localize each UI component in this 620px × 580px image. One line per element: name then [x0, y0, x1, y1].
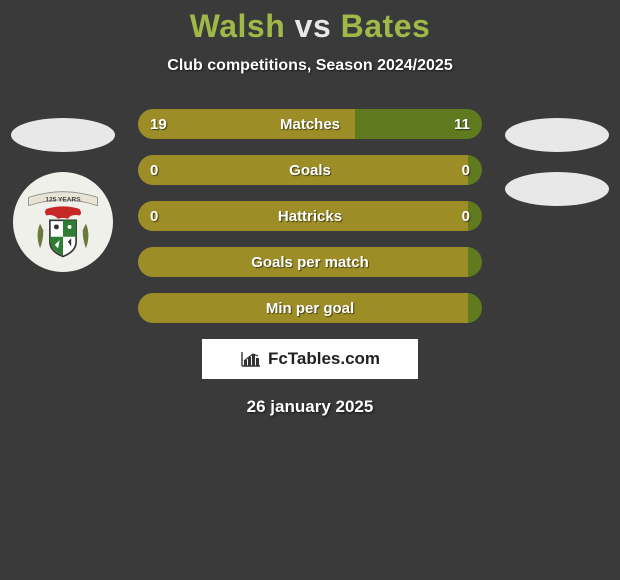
player1-side: 125 YEARS — [8, 118, 118, 272]
stat-bar-left — [138, 247, 468, 277]
stat-row: Hattricks00 — [138, 201, 482, 231]
stat-row: Goals00 — [138, 155, 482, 185]
stat-value-right — [458, 293, 482, 323]
subtitle: Club competitions, Season 2024/2025 — [0, 57, 620, 75]
stat-row: Min per goal — [138, 293, 482, 323]
stat-bar-left — [138, 201, 468, 231]
crest-banner-text: 125 YEARS — [45, 197, 81, 204]
stat-value-left — [138, 293, 162, 323]
title: Walsh vs Bates — [0, 8, 620, 45]
stat-bar-left — [138, 155, 468, 185]
stat-bar-left — [138, 293, 468, 323]
stat-value-right: 11 — [442, 109, 482, 139]
site-logo: FcTables.com — [202, 339, 418, 379]
title-vs: vs — [295, 8, 332, 44]
stat-value-left: 0 — [138, 201, 170, 231]
stat-row: Matches1911 — [138, 109, 482, 139]
stat-value-right — [458, 247, 482, 277]
player1-club-crest: 125 YEARS — [13, 172, 113, 272]
comparison-card: Walsh vs Bates Club competitions, Season… — [0, 0, 620, 417]
stat-rows: Matches1911Goals00Hattricks00Goals per m… — [138, 109, 482, 323]
crest-icon: 125 YEARS — [22, 181, 104, 263]
player2-name: Bates — [341, 8, 431, 44]
player2-portrait-placeholder — [505, 118, 609, 152]
stat-value-left — [138, 247, 162, 277]
bar-chart-icon — [240, 350, 262, 368]
stat-value-right: 0 — [450, 201, 482, 231]
site-logo-text: FcTables.com — [268, 349, 380, 369]
stat-row: Goals per match — [138, 247, 482, 277]
player1-name: Walsh — [190, 8, 286, 44]
player2-club-placeholder — [505, 172, 609, 206]
date-text: 26 january 2025 — [0, 397, 620, 417]
stat-value-right: 0 — [450, 155, 482, 185]
stat-value-left: 19 — [138, 109, 179, 139]
player2-side — [502, 118, 612, 226]
stat-value-left: 0 — [138, 155, 170, 185]
player1-portrait-placeholder — [11, 118, 115, 152]
